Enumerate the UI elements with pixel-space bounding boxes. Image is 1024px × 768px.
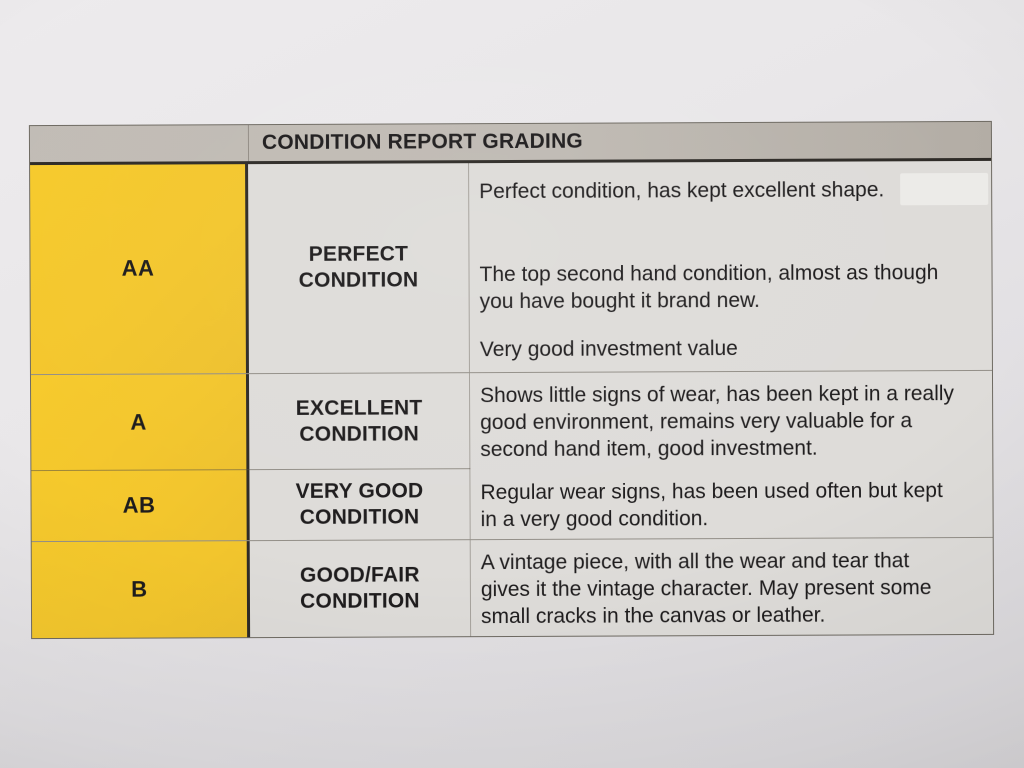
photo-vignette-overlay [0, 0, 1024, 768]
photo-paper-background: CONDITION REPORT GRADING AA PERFECT COND… [0, 0, 1024, 768]
